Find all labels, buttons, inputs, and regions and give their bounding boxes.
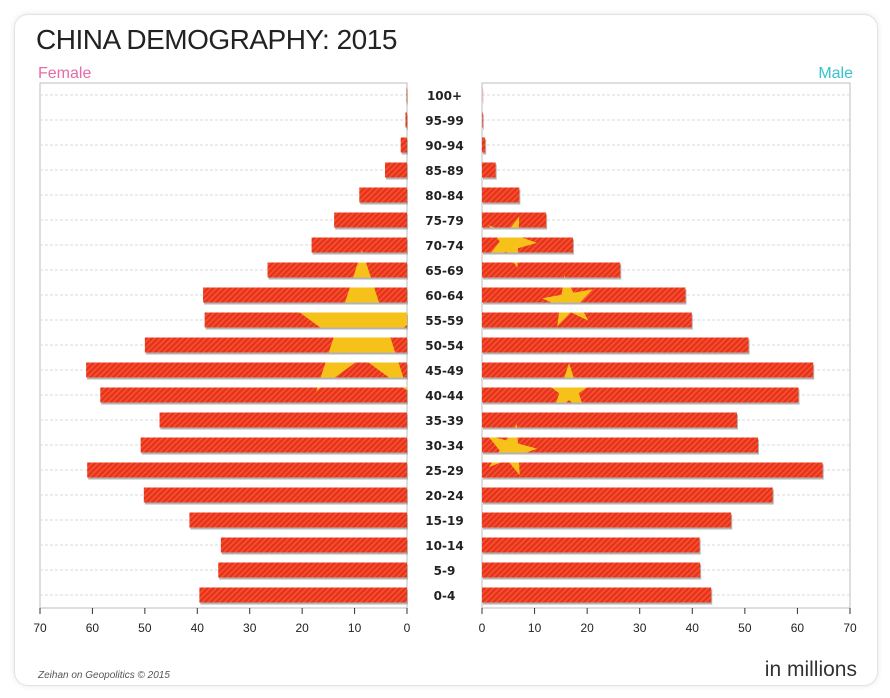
tick-label-male: 30: [633, 621, 647, 635]
bar-female-65-69: [267, 262, 407, 278]
age-label: 65-69: [425, 264, 463, 278]
bar-female-15-19: [189, 512, 407, 528]
bar-male-80-84: [482, 187, 520, 203]
bar-male-0-4: [482, 587, 712, 603]
age-label: 20-24: [425, 489, 463, 503]
bar-female-25-29: [87, 462, 407, 478]
bar-female-70-74: [311, 237, 407, 253]
tick-label-male: 40: [686, 621, 700, 635]
small-star-icon: [542, 275, 593, 327]
bar-female-85-89: [384, 162, 407, 178]
legend-female: Female: [38, 65, 92, 82]
bar-shadow: [406, 114, 408, 130]
bar-female-10-14: [220, 537, 407, 553]
age-label: 15-19: [425, 514, 463, 528]
bar-shadow: [407, 89, 408, 105]
bar-female-30-34: [140, 437, 408, 453]
tick-label-female: 10: [348, 621, 362, 635]
age-label: 25-29: [425, 464, 463, 478]
age-label: 40-44: [425, 389, 463, 403]
age-label: 70-74: [425, 239, 463, 253]
bar-male-50-54: [482, 337, 749, 353]
bar-female-45-49: [86, 362, 407, 378]
bar-male-90-94: [482, 137, 486, 153]
age-label: 5-9: [434, 564, 456, 578]
bar-female-0-4: [199, 587, 407, 603]
age-label: 45-49: [425, 364, 463, 378]
age-label: 80-84: [425, 189, 463, 203]
bar-male-5-9: [482, 562, 701, 578]
large-star-icon: [287, 250, 408, 392]
tick-label-male: 20: [580, 621, 594, 635]
bar-female-35-39: [159, 412, 407, 428]
tick-label-male: 10: [528, 621, 542, 635]
age-label: 30-34: [425, 439, 463, 453]
age-label: 35-39: [425, 414, 463, 428]
tick-label-male: 70: [843, 621, 857, 635]
tick-label-female: 0: [404, 621, 411, 635]
age-label: 55-59: [425, 314, 463, 328]
bar-male-25-29: [482, 462, 823, 478]
tick-label-female: 20: [295, 621, 309, 635]
tick-label-female: 40: [191, 621, 205, 635]
age-label: 0-4: [434, 589, 456, 603]
bar-male-95-99: [482, 112, 483, 128]
bar-shadow: [483, 114, 484, 130]
age-label: 95-99: [425, 114, 463, 128]
age-label: 10-14: [425, 539, 463, 553]
bar-male-40-44: [482, 387, 799, 403]
bar-male-75-79: [482, 212, 547, 228]
bar-male-30-34: [482, 437, 758, 453]
tick-label-female: 70: [33, 621, 47, 635]
tick-label-female: 30: [243, 621, 257, 635]
tick-label-male: 0: [479, 621, 486, 635]
bar-male-10-14: [482, 537, 700, 553]
bar-female-90-94: [400, 137, 407, 153]
bar-male-15-19: [482, 512, 732, 528]
bar-male-65-69: [482, 262, 621, 278]
age-label: 60-64: [425, 289, 463, 303]
bar-female-40-44: [100, 387, 408, 403]
tick-label-female: 60: [86, 621, 100, 635]
source-credit: Zeihan on Geopolitics © 2015: [38, 670, 170, 681]
chart-title: CHINA DEMOGRAPHY: 2015: [36, 24, 397, 55]
bar-male-20-24: [482, 487, 773, 503]
units-label: in millions: [764, 658, 857, 681]
legend-male: Male: [818, 65, 853, 82]
age-label: 75-79: [425, 214, 463, 228]
bar-female-100+: [406, 87, 407, 103]
age-label: 85-89: [425, 164, 463, 178]
bar-female-5-9: [218, 562, 407, 578]
bar-female-20-24: [143, 487, 407, 503]
tick-label-male: 60: [791, 621, 805, 635]
tick-label-female: 50: [138, 621, 152, 635]
age-label: 90-94: [425, 139, 463, 153]
bar-female-80-84: [359, 187, 407, 203]
bar-female-75-79: [334, 212, 407, 228]
age-label: 50-54: [425, 339, 463, 353]
bar-male-35-39: [482, 412, 737, 428]
tick-label-male: 50: [738, 621, 752, 635]
bar-female-95-99: [405, 112, 407, 128]
bar-male-85-89: [482, 162, 496, 178]
age-label: 100+: [427, 89, 462, 103]
small-star-icon: [487, 216, 537, 268]
bar-male-45-49: [482, 362, 814, 378]
